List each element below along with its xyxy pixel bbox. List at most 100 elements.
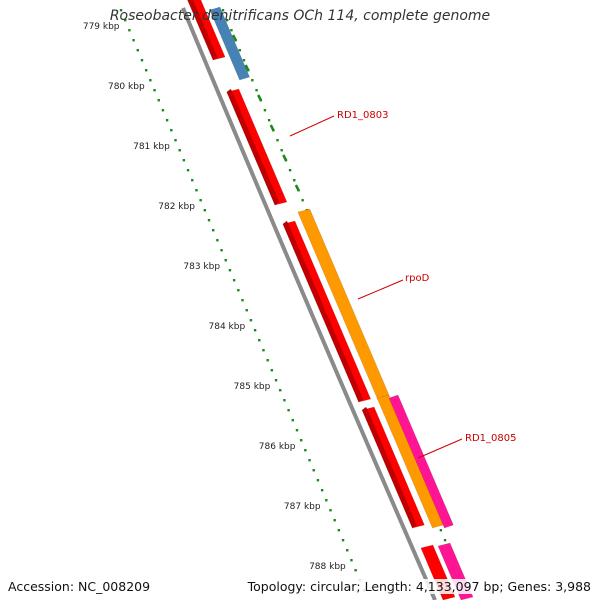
ruler-dot: [136, 49, 139, 52]
ruler-dot: [354, 569, 357, 572]
ruler-dot: [153, 89, 156, 92]
genome-title: Roseobacter denitrificans OCh 114, compl…: [109, 8, 491, 24]
genome-backbone: [181, 7, 437, 600]
ruler-dot: [191, 179, 194, 182]
ruler-dot: [312, 469, 315, 472]
gene-label-leader: [289, 115, 335, 137]
ruler-dot: [161, 109, 165, 112]
ruler-dot: [149, 79, 152, 82]
gene-blue-block: [209, 6, 251, 81]
gene-label: RD1_0803: [337, 110, 388, 121]
ruler-dot: [132, 39, 135, 42]
ruler-dot: [207, 219, 211, 222]
ruler-dot: [288, 169, 292, 172]
ruler-dot: [221, 9, 225, 12]
ruler-dot: [220, 249, 223, 252]
gene-RD1_0805-block: [388, 394, 454, 529]
ruler-dot: [325, 499, 328, 502]
ruler-dot: [199, 199, 202, 202]
ruler-dot: [443, 539, 447, 542]
ruler-dot: [320, 489, 324, 492]
tick-mark: [294, 184, 301, 192]
ruler-dot: [267, 119, 271, 122]
ruler-dot: [178, 149, 181, 152]
ruler-dot: [304, 449, 307, 452]
tick-mark: [244, 64, 250, 72]
ruler-dot: [119, 9, 123, 12]
tick-label: 784 kbp: [209, 322, 246, 332]
ruler-dot: [253, 329, 257, 332]
tick-label: 780 kbp: [108, 82, 145, 92]
ruler-dot: [165, 119, 169, 122]
ruler-dot: [245, 309, 248, 312]
cds-shade: [282, 220, 364, 403]
ruler-dot: [266, 359, 269, 362]
ruler-dot: [230, 29, 233, 32]
cds-shade: [361, 406, 417, 529]
ruler-dot: [237, 289, 240, 292]
tick-label: 783 kbp: [183, 262, 220, 272]
ruler-dot: [295, 429, 299, 432]
tick-mark: [269, 124, 275, 132]
gene-label-leader: [357, 279, 404, 300]
ruler-dot: [170, 129, 173, 132]
ruler-dot: [308, 459, 311, 462]
ruler-dot: [124, 19, 127, 22]
ruler-dot: [287, 409, 290, 412]
tick-label: 788 kbp: [309, 562, 346, 572]
ruler-dot: [203, 209, 207, 212]
ruler-dot: [301, 199, 304, 202]
ruler-dot: [224, 259, 227, 262]
ruler-dot: [274, 379, 278, 382]
ruler-dot: [258, 339, 261, 342]
ruler-dot: [216, 239, 219, 242]
ruler-dot: [186, 169, 190, 172]
ruler-dot: [293, 179, 296, 182]
tick-label: 787 kbp: [284, 502, 321, 512]
ruler-dot: [128, 29, 131, 32]
ruler-dot: [291, 419, 294, 422]
ruler-dot: [212, 229, 215, 232]
ruler-dot: [283, 399, 286, 402]
ruler-dot: [337, 529, 341, 532]
ruler-dot: [157, 99, 160, 102]
ruler-dot: [329, 509, 332, 512]
tick-label: 786 kbp: [259, 442, 296, 452]
ruler-dot: [140, 59, 144, 62]
ruler-dot: [241, 299, 244, 302]
gene-label: rpoD: [405, 273, 430, 284]
ruler-dot: [270, 369, 274, 372]
ruler-dot: [251, 79, 254, 82]
ruler-dot: [280, 149, 283, 152]
ruler-dot: [350, 559, 353, 562]
ruler-dot: [299, 439, 303, 442]
ruler-dot: [276, 139, 279, 142]
ruler-dot: [279, 389, 282, 392]
cds-shade: [226, 88, 280, 206]
ruler-dot: [249, 319, 253, 322]
ruler-dot: [341, 539, 345, 542]
ruler-dot: [238, 49, 241, 52]
ruler-dot: [346, 549, 349, 552]
tick-mark: [231, 34, 238, 42]
tick-mark: [257, 94, 263, 102]
tick-label: 781 kbp: [133, 142, 170, 152]
ruler-dot: [144, 69, 148, 72]
cds-shade: [187, 0, 218, 61]
ruler-dot: [195, 189, 198, 192]
ruler-dot: [182, 159, 186, 162]
ruler-dot: [174, 139, 177, 142]
tick-label: 785 kbp: [234, 382, 271, 392]
ruler-dot: [333, 519, 336, 522]
genome-stats: Topology: circular; Length: 4,133,097 bp…: [247, 579, 591, 594]
ruler-dot: [226, 19, 229, 22]
ruler-dot: [439, 529, 443, 532]
ruler-dot: [262, 349, 265, 352]
gene-label-leader: [417, 438, 463, 459]
gene-rpoD-block: [297, 208, 391, 401]
tick-label: 782 kbp: [158, 202, 195, 212]
gene-label: RD1_0805: [465, 433, 516, 444]
ruler-dot: [255, 89, 258, 92]
